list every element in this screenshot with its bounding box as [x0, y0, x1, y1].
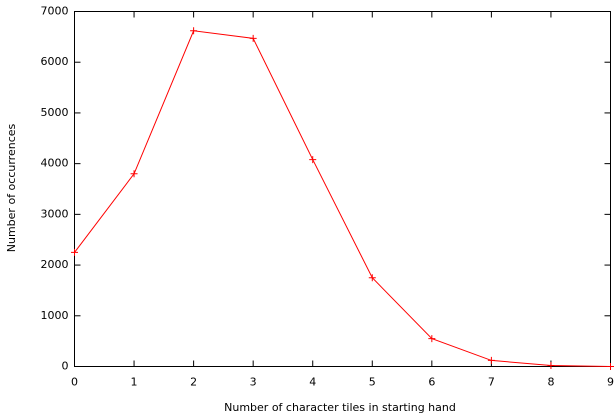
- x-tick-label: 3: [250, 376, 257, 389]
- plot-border: [74, 11, 611, 367]
- data-point: [71, 248, 78, 256]
- x-tick-label: 4: [309, 376, 316, 389]
- data-line: [74, 30, 611, 367]
- x-tick-label: 8: [547, 376, 554, 389]
- data-point: [487, 356, 495, 364]
- data-point: [309, 156, 317, 164]
- y-tick-label: 0: [62, 360, 69, 373]
- y-tick-label: 7000: [41, 5, 69, 18]
- y-tick-label: 1000: [41, 309, 69, 322]
- y-tick-label: 3000: [41, 207, 69, 220]
- data-point: [130, 170, 138, 178]
- y-tick-label: 4000: [41, 157, 69, 170]
- data-point: [547, 361, 555, 369]
- data-point: [607, 363, 614, 370]
- data-point: [249, 34, 257, 42]
- y-tick-label: 2000: [41, 258, 69, 271]
- data-point: [428, 335, 436, 343]
- x-tick-label: 9: [607, 376, 614, 389]
- y-tick-label: 5000: [41, 106, 69, 119]
- y-axis-label: Number of occurrences: [5, 123, 18, 252]
- x-tick-label: 2: [190, 376, 197, 389]
- x-tick-label: 0: [71, 376, 78, 389]
- y-tick-label: 6000: [41, 55, 69, 68]
- data-point: [368, 274, 376, 282]
- x-axis-label: Number of character tiles in starting ha…: [224, 401, 456, 414]
- x-tick-label: 1: [131, 376, 138, 389]
- x-tick-label: 5: [369, 376, 376, 389]
- data-point: [190, 27, 198, 35]
- x-tick-label: 7: [488, 376, 495, 389]
- x-tick-label: 6: [428, 376, 435, 389]
